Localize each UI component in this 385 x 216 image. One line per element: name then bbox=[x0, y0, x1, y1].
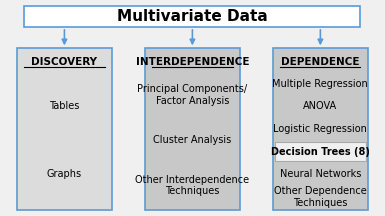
Text: Neural Networks: Neural Networks bbox=[280, 169, 361, 179]
Text: INTERDEPENDENCE: INTERDEPENDENCE bbox=[136, 57, 249, 67]
FancyBboxPatch shape bbox=[273, 48, 368, 210]
Text: Graphs: Graphs bbox=[47, 169, 82, 179]
FancyBboxPatch shape bbox=[17, 48, 112, 210]
Text: DISCOVERY: DISCOVERY bbox=[32, 57, 97, 67]
Text: Other Dependence
Techniques: Other Dependence Techniques bbox=[274, 186, 367, 208]
Text: Decision Trees (8): Decision Trees (8) bbox=[271, 147, 370, 157]
Text: Principal Components/
Factor Analysis: Principal Components/ Factor Analysis bbox=[137, 84, 248, 106]
FancyBboxPatch shape bbox=[275, 142, 366, 161]
Text: Tables: Tables bbox=[49, 101, 80, 111]
Text: Multiple Regression: Multiple Regression bbox=[273, 79, 368, 89]
Text: ANOVA: ANOVA bbox=[303, 101, 337, 111]
Text: Cluster Analysis: Cluster Analysis bbox=[153, 135, 231, 145]
FancyBboxPatch shape bbox=[24, 6, 360, 27]
Text: Other Interdependence
Techniques: Other Interdependence Techniques bbox=[136, 175, 249, 196]
Text: Logistic Regression: Logistic Regression bbox=[273, 124, 367, 134]
Text: DEPENDENCE: DEPENDENCE bbox=[281, 57, 360, 67]
FancyBboxPatch shape bbox=[145, 48, 240, 210]
Text: Multivariate Data: Multivariate Data bbox=[117, 9, 268, 24]
